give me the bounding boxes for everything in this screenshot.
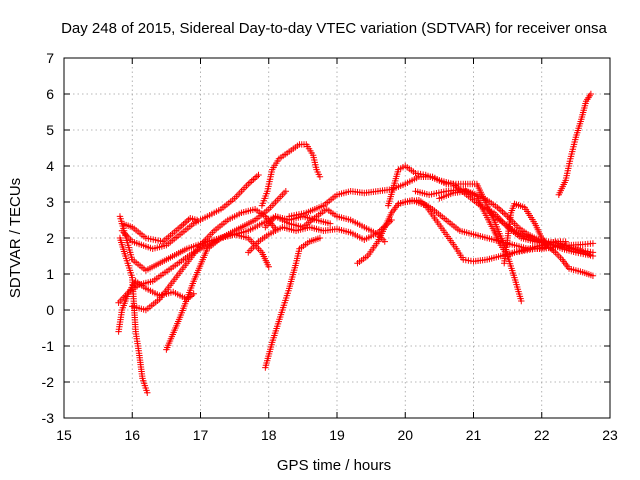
x-tick-label: 20 [397,427,413,443]
data-point [381,238,388,245]
data-point [589,240,597,247]
x-tick-label: 16 [124,427,140,443]
x-axis-label: GPS time / hours [277,457,391,474]
series-track-11 [258,141,324,209]
x-tick-label: 18 [261,427,277,443]
x-tick-label: 21 [466,427,482,443]
data-point [144,389,151,396]
series-track-21 [483,206,597,256]
y-tick-label: 5 [46,122,54,138]
y-tick-label: 4 [46,158,54,174]
y-tick-label: -2 [42,374,55,390]
y-axis-label: SDTVAR / TECUs [7,178,24,298]
series-track-10 [262,234,324,371]
y-tick-label: 1 [46,266,54,282]
x-tick-label: 22 [534,427,550,443]
series-track-20 [412,186,549,260]
series-track-8 [129,206,279,314]
series-track-5 [118,215,201,245]
data-point [190,290,197,297]
chart-title: Day 248 of 2015, Sidereal Day-to-day VTE… [61,20,607,37]
data-point [265,263,272,270]
grid [64,58,610,418]
y-tick-label: 2 [46,230,54,246]
y-tick-label: 7 [46,50,54,66]
x-tick-label: 19 [329,427,345,443]
y-tick-label: 6 [46,86,54,102]
series-track-19 [555,90,595,198]
data-point [587,90,595,98]
data-point [282,188,290,195]
data-point [326,220,334,227]
x-tick-label: 23 [602,427,618,443]
x-tick-label: 15 [56,427,72,443]
plot-series [115,90,597,396]
series-track-12 [245,216,395,256]
y-tick-label: 3 [46,194,54,210]
x-tick-label: 17 [193,427,209,443]
data-point [589,272,597,279]
data-point [316,234,324,242]
y-tick-label: 0 [46,302,54,318]
series-track-7 [115,188,290,306]
y-tick-label: -3 [42,410,55,426]
series-track-4 [118,171,262,252]
data-point [255,171,262,179]
data-point [589,249,597,256]
data-point [562,238,569,245]
y-tick-label: -1 [42,338,55,354]
data-point [193,216,201,224]
data-point [518,297,525,305]
data-point [316,173,324,180]
